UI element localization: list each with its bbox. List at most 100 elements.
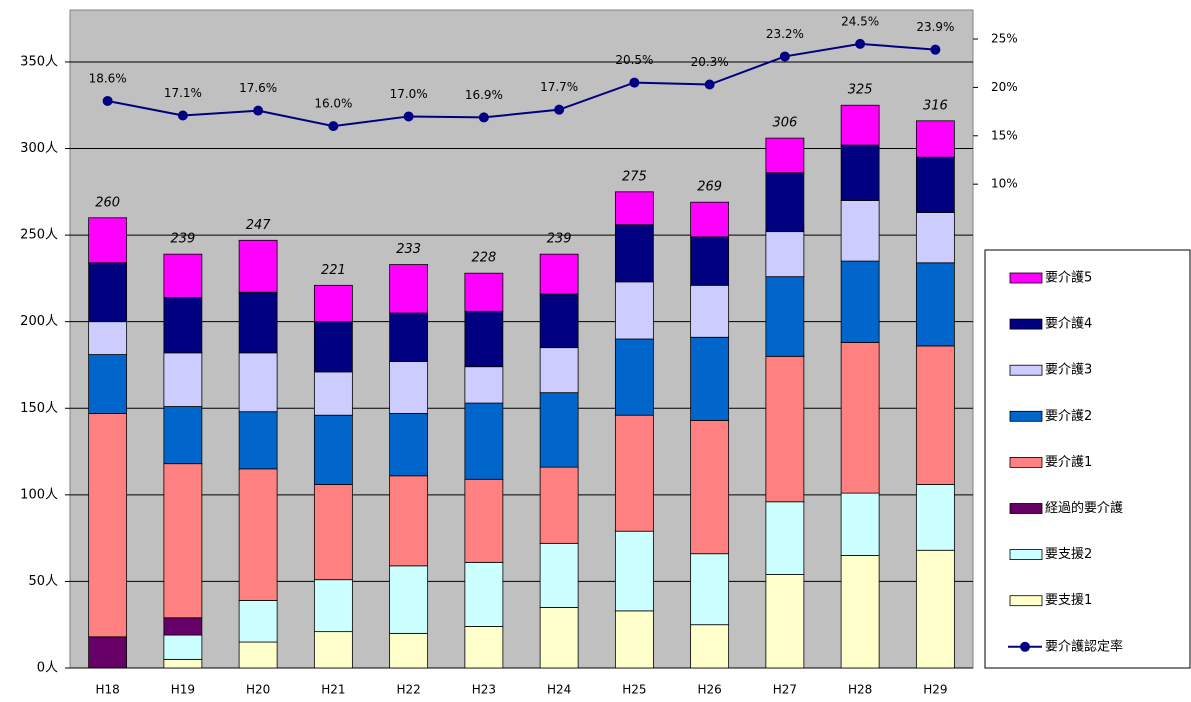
bar-segment xyxy=(765,501,805,575)
legend-swatch xyxy=(1009,456,1043,468)
total-label: 325 xyxy=(848,83,873,98)
line-point xyxy=(855,38,866,49)
legend-label: 要支援1 xyxy=(1045,593,1092,608)
legend-marker xyxy=(1020,641,1030,652)
bar-segment xyxy=(389,413,429,477)
bar-segment xyxy=(313,631,353,669)
total-label: 306 xyxy=(772,116,797,131)
y2-tick-label: 15% xyxy=(991,128,1018,142)
bar-segment xyxy=(915,120,955,158)
legend-swatch xyxy=(1009,272,1043,284)
bar-segment xyxy=(915,262,955,347)
line-point xyxy=(930,44,941,55)
bar-segment xyxy=(163,406,203,465)
bar-segment xyxy=(765,231,805,278)
x-tick-label: H18 xyxy=(95,683,119,697)
bar-segment xyxy=(238,641,278,669)
bar-segment xyxy=(163,253,203,298)
legend-label: 経過的要介護 xyxy=(1045,500,1123,516)
bar-segment xyxy=(389,264,429,314)
x-tick-label: H28 xyxy=(848,683,872,697)
bar-segment xyxy=(915,156,955,213)
y-tick-label: 0人 xyxy=(37,661,58,676)
bar-segment xyxy=(690,284,730,338)
bar-segment xyxy=(765,276,805,357)
bar-segment xyxy=(539,347,579,394)
line-point xyxy=(328,121,339,132)
legend-label: 要介護2 xyxy=(1045,408,1092,424)
total-label: 221 xyxy=(321,263,346,278)
line-point xyxy=(403,111,414,122)
bar-segment xyxy=(88,321,128,355)
legend-swatch xyxy=(1009,364,1043,376)
bar-segment xyxy=(163,658,203,669)
bar-segment xyxy=(765,137,805,174)
bar-segment xyxy=(765,355,805,503)
bar-segment xyxy=(539,606,579,669)
bar-segment xyxy=(690,201,730,238)
line-point xyxy=(554,104,565,115)
bar-segment xyxy=(765,172,805,233)
bar-segment xyxy=(915,212,955,264)
bar-segment xyxy=(840,492,880,556)
bar-segment xyxy=(539,293,579,349)
bar-segment xyxy=(915,484,955,551)
bar-segment xyxy=(840,104,880,146)
bar-segment xyxy=(163,352,203,407)
line-point xyxy=(102,95,113,106)
bar-segment xyxy=(690,419,730,555)
bar-segment xyxy=(840,555,880,669)
bar-segment xyxy=(614,224,654,283)
legend-label: 要介護1 xyxy=(1045,454,1092,470)
x-tick-label: H22 xyxy=(396,683,420,697)
bar-segment xyxy=(840,260,880,343)
line xyxy=(107,42,936,128)
x-tick-label: H24 xyxy=(547,683,571,697)
bar-segment xyxy=(539,253,579,295)
total-label: 239 xyxy=(547,232,572,247)
total-label: 239 xyxy=(170,232,195,247)
x-tick-label: H27 xyxy=(773,683,797,697)
bar-segment xyxy=(464,272,504,312)
legend-swatch xyxy=(1009,549,1043,560)
legend-swatch xyxy=(1009,503,1043,514)
x-tick-label: H20 xyxy=(246,683,270,697)
legend-label: 要介護4 xyxy=(1045,316,1092,332)
total-label: 316 xyxy=(923,98,948,113)
plot-area xyxy=(69,9,974,669)
y-tick-label: 350人 xyxy=(20,54,58,69)
point-label: 20.3% xyxy=(691,55,729,69)
bar-segment xyxy=(464,366,504,404)
x-tick-label: H25 xyxy=(622,683,646,697)
point-label: 16.0% xyxy=(314,97,352,111)
bar-segment xyxy=(464,478,504,563)
point-label: 24.5% xyxy=(841,14,879,28)
y-tick-label: 300人 xyxy=(20,141,58,156)
bar-segment xyxy=(238,600,278,643)
bar-segment xyxy=(313,414,353,485)
point-label: 17.0% xyxy=(390,87,428,101)
line-point xyxy=(253,105,264,116)
bar-segment xyxy=(163,297,203,354)
point-label: 18.6% xyxy=(89,71,127,85)
bar-segment xyxy=(313,284,353,323)
line-point xyxy=(478,112,489,123)
bar-segment xyxy=(840,144,880,201)
bar-segment xyxy=(88,262,128,323)
bar-segment xyxy=(690,553,730,626)
bar-segment xyxy=(389,632,429,669)
y-tick-label: 50人 xyxy=(28,574,58,589)
bar-segment xyxy=(238,468,278,601)
bar-segment xyxy=(765,574,805,669)
line-point xyxy=(177,110,188,121)
bar-segment xyxy=(313,371,353,416)
y-tick-label: 100人 xyxy=(20,487,58,502)
bar-segment xyxy=(840,342,880,494)
bar-segment xyxy=(915,345,955,485)
line-point xyxy=(629,77,640,88)
bar-segment xyxy=(539,542,579,608)
line-point xyxy=(704,79,715,90)
total-label: 228 xyxy=(471,251,496,266)
bar-segment xyxy=(614,414,654,532)
